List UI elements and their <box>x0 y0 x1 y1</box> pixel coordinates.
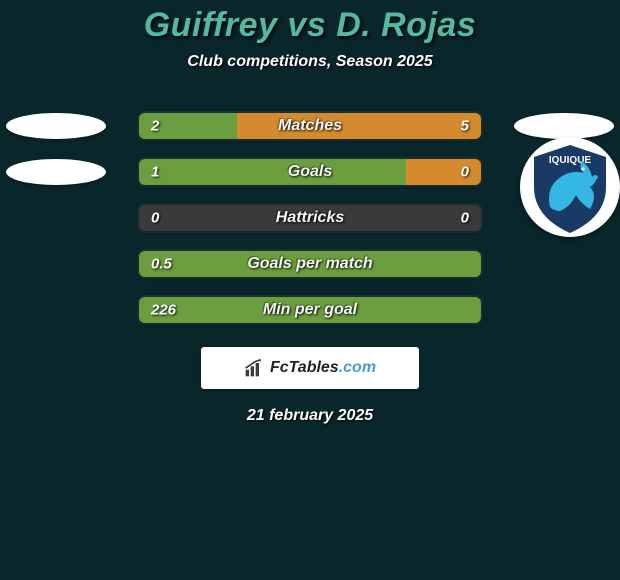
stat-row: 226 Min per goal <box>0 287 620 333</box>
stat-label: Min per goal <box>263 301 357 319</box>
stat-value-a: 0.5 <box>151 256 172 273</box>
stat-row: IQUIQUE 1Goals0 <box>0 149 620 195</box>
bar-segment-b <box>237 113 481 139</box>
stat-bar: 0.5 Goals per match <box>139 251 481 277</box>
team-b-badge <box>514 113 614 139</box>
player-a-name: Guiffrey <box>144 6 278 44</box>
bar-segment-b <box>406 159 481 185</box>
stat-label: Goals <box>288 163 332 181</box>
stat-label: Matches <box>278 117 342 135</box>
stat-value-a: 2 <box>151 118 159 135</box>
team-a-badge <box>6 113 106 139</box>
stat-value-a: 226 <box>151 302 176 319</box>
stat-bar: 1 Goals 0 <box>139 159 481 185</box>
stat-row: 2 Matches 5 <box>0 103 620 149</box>
player-b-name: D. Rojas <box>336 6 476 44</box>
watermark-brand: FcTables <box>270 359 339 376</box>
stat-label: Hattricks <box>276 209 344 227</box>
stat-value-a: 1 <box>151 164 159 181</box>
subtitle: Club competitions, Season 2025 <box>0 53 620 71</box>
watermark-text: FcTables.com <box>270 359 376 377</box>
vs-separator: vs <box>277 6 336 44</box>
bar-chart-icon <box>244 358 264 378</box>
stat-value-a: 0 <box>151 210 159 227</box>
stat-value-b: 0 <box>461 210 469 227</box>
stat-bar: 226 Min per goal <box>139 297 481 323</box>
bar-segment-a <box>139 159 406 185</box>
watermark[interactable]: FcTables.com <box>201 347 419 389</box>
stat-value-b: 0 <box>461 164 469 181</box>
stat-label: Goals per match <box>247 255 372 273</box>
stat-bar: 2 Matches 5 <box>139 113 481 139</box>
stat-bar: 0 Hattricks 0 <box>139 205 481 231</box>
stats-list: 2Matches5 IQUIQUE 1Goals00Hattricks00.5G… <box>0 103 620 333</box>
team-a-badge <box>6 159 106 185</box>
date-label: 21 february 2025 <box>0 407 620 425</box>
page-title: Guiffrey vs D. Rojas <box>0 6 620 45</box>
stat-row: 0.5 Goals per match <box>0 241 620 287</box>
stat-value-b: 5 <box>461 118 469 135</box>
comparison-card: Guiffrey vs D. Rojas Club competitions, … <box>0 0 620 425</box>
stat-row: 0 Hattricks 0 <box>0 195 620 241</box>
watermark-domain: .com <box>339 359 376 376</box>
